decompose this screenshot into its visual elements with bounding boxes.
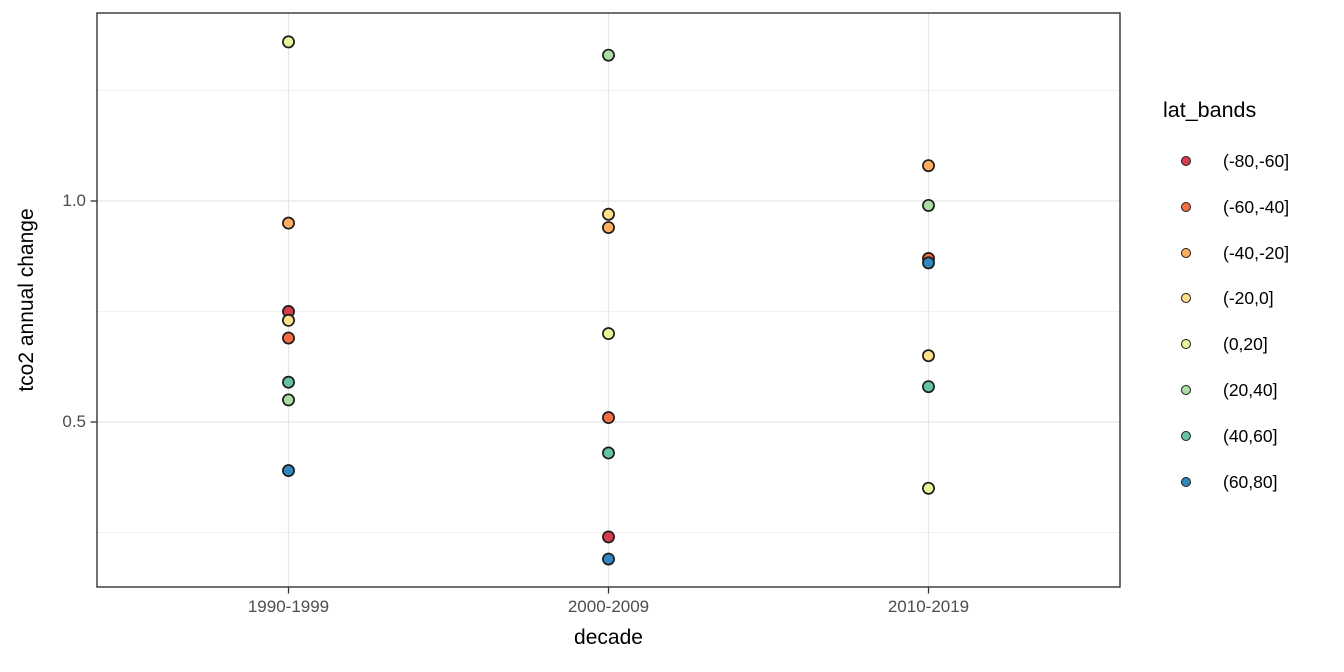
legend-item-label: (0,20]: [1223, 334, 1268, 355]
data-point: [602, 327, 615, 341]
legend-item: (-20,0]: [1181, 286, 1274, 310]
data-point: [602, 221, 615, 234]
legend-key-dot: [1181, 339, 1191, 350]
legend-key-dot: [1181, 293, 1191, 304]
legend-key-dot: [1181, 247, 1191, 258]
legend-item-label: (40,60]: [1223, 425, 1278, 446]
data-point: [282, 331, 295, 345]
data-point: [282, 393, 295, 407]
data-point: [282, 216, 295, 230]
legend-key-dot: [1181, 385, 1191, 395]
legend-key-dot: [1181, 201, 1191, 212]
data-point: [602, 207, 615, 221]
legend-key-dot: [1181, 156, 1191, 166]
legend-item: (-40,-20]: [1181, 241, 1289, 265]
legend-item-label: (-60,-40]: [1223, 196, 1290, 217]
data-point: [602, 48, 615, 62]
legend-title: lat_bands: [1163, 98, 1257, 122]
legend-item-label: (-80,-60]: [1223, 151, 1290, 171]
data-point: [282, 313, 295, 327]
legend-item: (60,80]: [1181, 470, 1277, 494]
legend-item: (-80,-60]: [1181, 149, 1289, 173]
legend-item-label: (60,80]: [1223, 471, 1278, 492]
legend-item-label: (-20,0]: [1223, 288, 1274, 309]
data-point: [602, 552, 615, 566]
legend-key-dot: [1181, 476, 1191, 487]
x-tick-label: 2000-2009: [567, 597, 650, 616]
y-tick-label: 1.0: [62, 191, 86, 210]
legend-key-dot: [1181, 430, 1191, 441]
data-point: [282, 375, 295, 389]
data-point: [922, 159, 935, 173]
x-tick-label: 1990-1999: [247, 597, 330, 616]
data-point: [922, 380, 935, 394]
legend-item: (0,20]: [1181, 332, 1268, 356]
data-point: [602, 530, 615, 544]
data-point: [602, 411, 615, 425]
data-point: [602, 446, 615, 460]
data-point: [282, 464, 295, 478]
x-axis-title: decade: [574, 626, 643, 649]
legend-item: (40,60]: [1181, 424, 1277, 448]
x-tick-label: 2010-2019: [887, 597, 970, 616]
data-point: [922, 256, 935, 270]
y-axis-title: tco2 annual change: [15, 208, 38, 392]
legend-item: (-60,-40]: [1181, 195, 1289, 219]
legend-item-label: (-40,-20]: [1223, 242, 1290, 263]
legend-item-label: (20,40]: [1223, 380, 1278, 400]
y-tick-label: 0.5: [62, 412, 86, 431]
data-point: [922, 349, 935, 363]
data-point: [922, 198, 935, 212]
legend-item: (20,40]: [1181, 378, 1277, 402]
data-point: [282, 35, 295, 49]
data-point: [922, 481, 935, 495]
